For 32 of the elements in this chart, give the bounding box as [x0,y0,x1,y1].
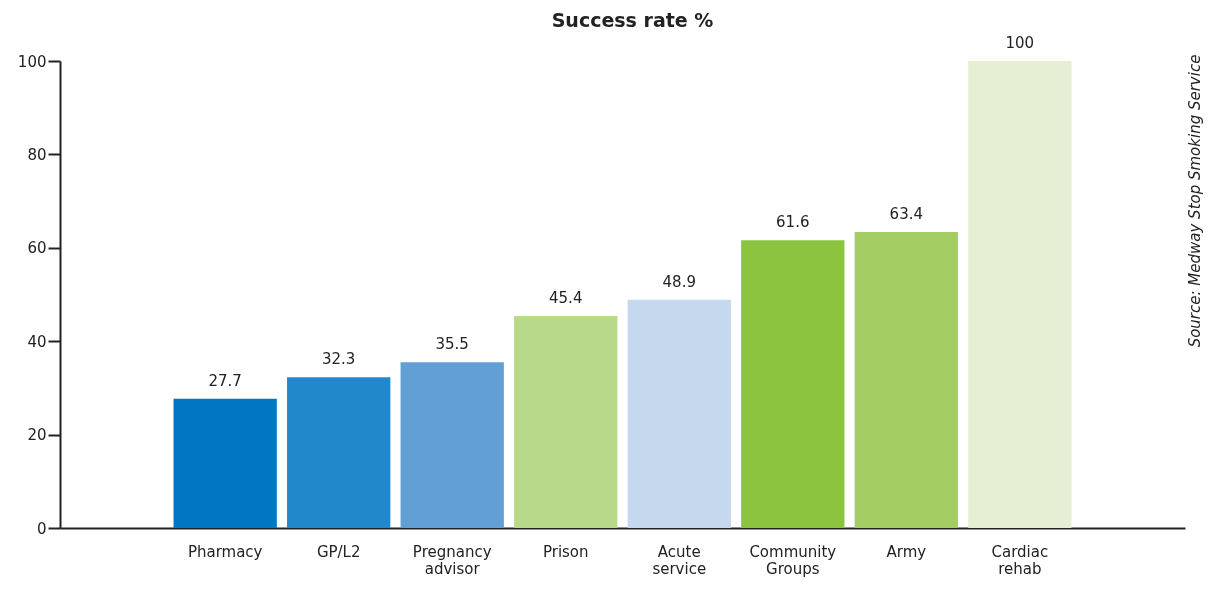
data-label: 100 [1005,34,1035,52]
bar [173,398,277,528]
data-label: 27.7 [208,371,242,390]
y-tick-label: 40 [27,332,47,351]
data-label: 35.5 [435,335,469,354]
x-tick-label: Army [886,542,927,561]
bar [627,299,731,528]
source-note: Source: Medway Stop Smoking Service [1186,54,1204,348]
bar [854,231,958,528]
x-tick-label: Prison [542,542,589,561]
y-tick-label: 20 [27,426,47,445]
bar [968,61,1072,528]
y-tick-label: 60 [27,239,47,258]
x-tick-label: Pregnancy advisor [412,542,492,578]
x-tick-label: Pharmacy [187,542,263,561]
x-tick-label: GP/L2 [316,542,361,561]
y-tick-label: 0 [36,519,47,538]
bar [741,240,845,528]
data-label: 32.3 [321,350,356,369]
x-tick-label: Community Groups [749,542,837,578]
y-tick-label: 100 [17,52,47,71]
data-label: 61.6 [776,213,810,232]
chart-title: Success rate % [551,9,714,31]
y-tick-label: 80 [27,145,47,164]
x-tick-label: Cardiac rehab [991,542,1049,578]
data-label: 48.9 [662,272,696,291]
data-label: 45.4 [549,288,583,307]
x-tick-label: Acute service [652,542,707,578]
bar [514,315,618,528]
bar [400,362,504,528]
data-label: 63.4 [889,204,924,223]
bar [287,377,391,528]
